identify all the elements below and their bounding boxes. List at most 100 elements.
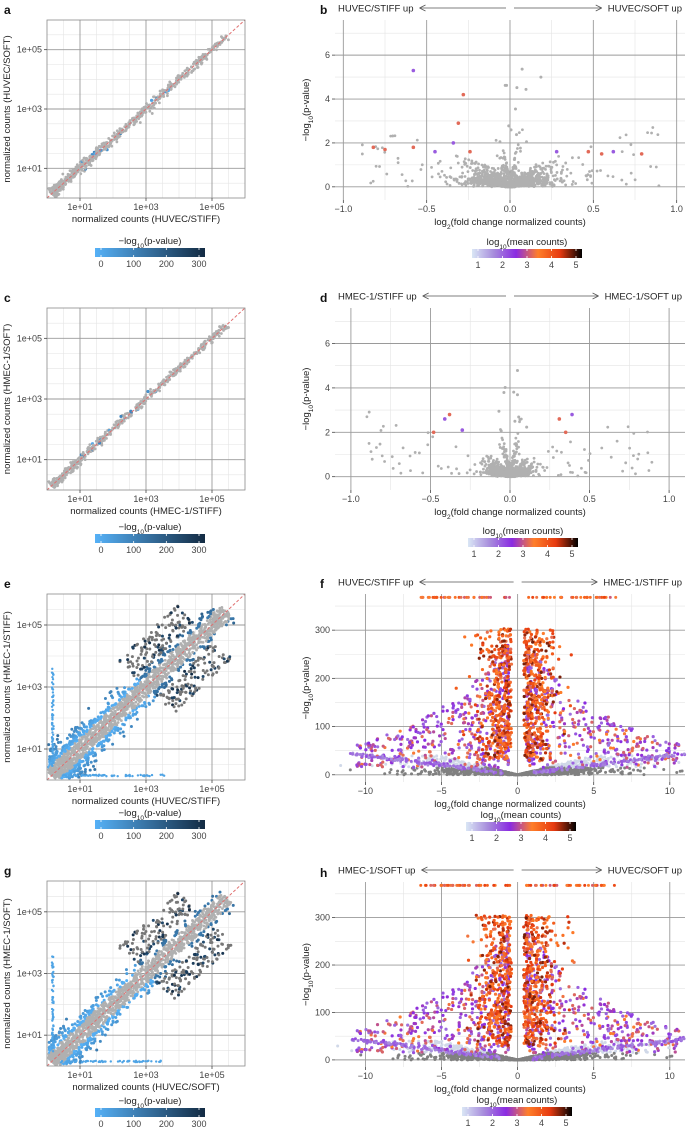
data-point xyxy=(447,412,452,417)
data-point xyxy=(118,129,122,133)
data-point xyxy=(514,166,518,170)
data-point xyxy=(577,156,581,160)
condition-left-label: HMEC-1/STIFF up xyxy=(338,292,417,303)
data-point xyxy=(515,461,519,464)
data-point xyxy=(116,721,120,724)
data-point xyxy=(565,167,569,171)
colorbar-tick-label: 0 xyxy=(98,545,103,555)
data-point xyxy=(585,178,589,182)
data-point xyxy=(525,140,528,144)
data-point xyxy=(87,163,91,167)
data-point xyxy=(122,419,126,423)
data-point xyxy=(381,424,385,428)
data-point xyxy=(170,678,174,682)
data-point xyxy=(581,163,585,166)
data-point xyxy=(557,417,562,421)
data-points xyxy=(360,67,661,189)
data-point xyxy=(525,425,529,429)
data-point xyxy=(571,471,574,474)
data-point xyxy=(552,160,555,164)
data-point xyxy=(138,114,142,118)
data-point xyxy=(525,457,529,461)
data-point xyxy=(383,147,387,152)
data-point xyxy=(528,468,532,472)
data-point xyxy=(88,443,92,446)
data-point xyxy=(565,174,569,178)
data-point xyxy=(122,414,126,418)
data-point xyxy=(174,372,178,376)
data-point xyxy=(570,183,574,186)
data-point xyxy=(449,166,453,170)
data-point xyxy=(606,174,610,178)
data-point xyxy=(115,686,119,690)
data-point xyxy=(369,181,373,185)
data-point xyxy=(76,165,80,168)
identity-line xyxy=(46,19,246,199)
data-point xyxy=(550,181,554,184)
data-point xyxy=(474,167,478,171)
data-point xyxy=(134,700,138,704)
data-point xyxy=(530,179,533,183)
data-point xyxy=(468,468,472,472)
data-point xyxy=(448,175,452,179)
data-point xyxy=(430,175,434,179)
y-tick-label: 1e+03 xyxy=(17,394,42,404)
data-point xyxy=(103,430,107,434)
data-point xyxy=(138,121,142,124)
data-point xyxy=(486,165,490,169)
data-point xyxy=(519,149,522,153)
data-point xyxy=(379,429,383,432)
colorbar-d: log10(mean counts)1 2 3 4 5 xyxy=(468,526,578,559)
data-point xyxy=(517,169,521,172)
data-point xyxy=(181,71,185,75)
data-point xyxy=(465,471,469,475)
data-point xyxy=(169,87,173,91)
data-point xyxy=(505,474,509,478)
data-point xyxy=(60,183,64,187)
x-tick-label: 0.5 xyxy=(583,494,596,504)
colorbar-tick-label: 4 xyxy=(549,260,554,270)
data-point xyxy=(634,472,637,476)
data-point xyxy=(202,341,206,344)
data-point xyxy=(554,173,557,177)
data-point xyxy=(517,440,520,443)
y-tick-label: 2 xyxy=(325,138,330,148)
data-point xyxy=(119,414,123,419)
data-point xyxy=(400,173,404,177)
condition-left-label: HUVEC/STIFF up xyxy=(338,4,414,15)
data-point xyxy=(96,146,100,150)
y-tick-label: 1e+03 xyxy=(17,104,42,114)
data-point xyxy=(124,129,128,132)
data-point xyxy=(444,180,448,184)
data-point xyxy=(570,156,574,160)
data-point xyxy=(632,454,635,458)
data-point xyxy=(176,80,180,84)
data-point xyxy=(503,83,507,87)
data-point xyxy=(442,417,447,421)
data-point xyxy=(383,150,387,154)
data-point xyxy=(142,106,146,109)
y-tick-label: 0 xyxy=(325,182,330,192)
colorbar-title: −log10(p-value) xyxy=(119,236,182,250)
data-point xyxy=(500,464,504,468)
data-point xyxy=(193,67,197,71)
data-point xyxy=(544,164,548,168)
data-point xyxy=(136,111,140,115)
data-point xyxy=(57,181,60,185)
data-point xyxy=(657,184,661,188)
data-point xyxy=(513,419,517,423)
data-point xyxy=(481,184,484,188)
data-point xyxy=(404,179,408,183)
data-point xyxy=(196,65,200,69)
colorbar-a: −log10(p-value)0 100 200 300 xyxy=(95,236,207,269)
data-point xyxy=(117,135,121,139)
data-point xyxy=(525,182,529,186)
data-point xyxy=(47,187,51,190)
data-point xyxy=(475,470,478,473)
panel-c: 1e+01 1e+03 1e+051e+011e+031e+05normalized… xyxy=(2,307,246,517)
data-point xyxy=(430,165,433,169)
data-point xyxy=(463,175,467,178)
data-point xyxy=(57,192,61,196)
data-point xyxy=(509,175,513,178)
data-point xyxy=(495,154,499,158)
